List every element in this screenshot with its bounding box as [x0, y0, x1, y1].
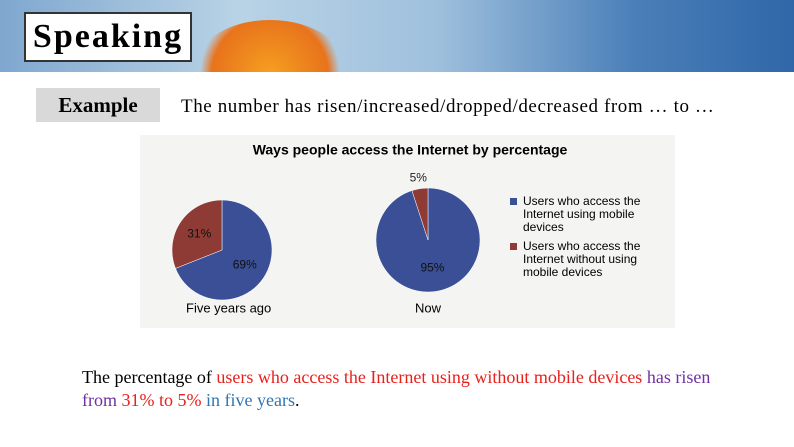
example-text: The number has risen/increased/dropped/d… [181, 96, 715, 117]
sentence: The percentage of users who access the I… [82, 366, 742, 412]
sentence-segment: has [646, 367, 671, 387]
pie-slice [411, 187, 429, 241]
sentence-segment: users who access the Internet using with… [216, 367, 643, 387]
pie-slice [171, 199, 223, 269]
sentence-segment: 31% to 5% [121, 390, 202, 410]
value-label: 95% [420, 260, 444, 274]
legend-item: Users who access the Internet without us… [510, 240, 660, 279]
chart: Ways people access the Internet by perce… [171, 142, 568, 315]
legend-swatch [510, 198, 517, 205]
slide-title: Speaking [24, 12, 192, 62]
pie-caption: Now [415, 300, 442, 315]
value-label: 5% [410, 171, 428, 185]
legend-item: Users who access the Internet using mobi… [510, 195, 660, 234]
legend: Users who access the Internet using mobi… [510, 195, 660, 285]
legend-label: Users who access the Internet using mobi… [523, 194, 641, 234]
pie-slice [175, 199, 273, 301]
legend-label: Users who access the Internet without us… [523, 239, 641, 279]
pie-caption: Five years ago [186, 300, 271, 315]
sentence-segment: risen from [82, 367, 711, 410]
example-label: Example [36, 88, 160, 122]
sentence-segment: in five years [206, 390, 295, 410]
value-label: 69% [233, 258, 257, 272]
value-label: 31% [187, 227, 211, 241]
sentence-segment: The percentage of [82, 367, 212, 387]
sentence-segment: . [294, 390, 300, 410]
legend-swatch [510, 243, 517, 250]
chart-title: Ways people access the Internet by perce… [253, 142, 568, 158]
